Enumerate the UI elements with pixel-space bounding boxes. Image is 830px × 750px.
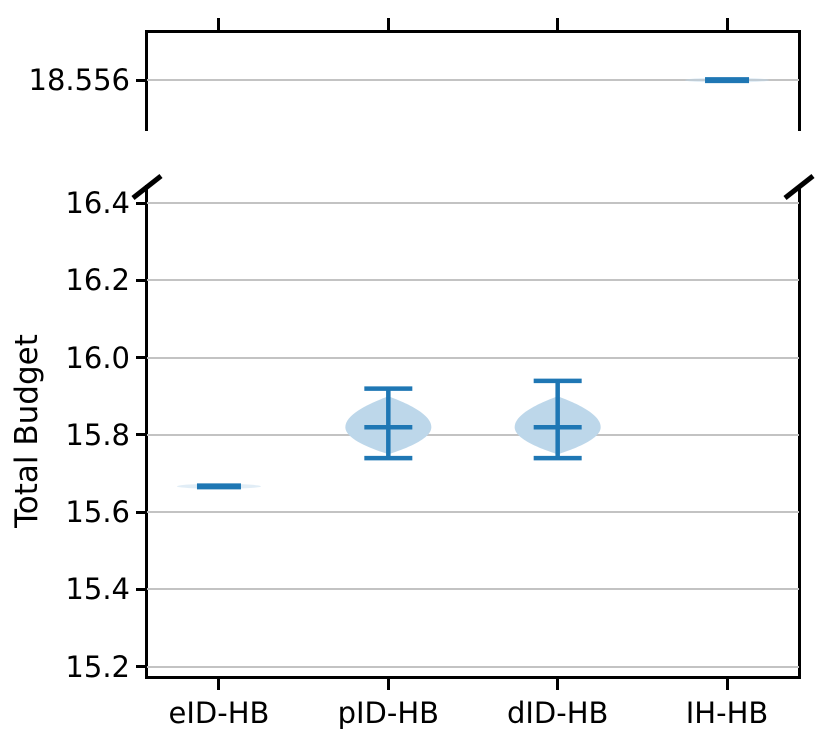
ytick-label-15.8: 15.8 (65, 417, 130, 452)
xtick-top-pID-HB (386, 18, 390, 31)
ytick-label-15.6: 15.6 (65, 495, 130, 530)
ytick-label-15.4: 15.4 (65, 572, 130, 607)
bottom-axes-panel (145, 185, 801, 679)
ytick-label-15.2: 15.2 (65, 649, 130, 684)
ytick-label-18.556: 18.556 (28, 63, 130, 98)
gridline-15.8 (147, 433, 799, 436)
ytick-15.4 (136, 587, 147, 591)
xtick-top-IH-HB (725, 18, 729, 31)
gridline-15.6 (147, 511, 799, 514)
ytick-15.2 (136, 665, 147, 669)
axis-break-mark-right (783, 174, 815, 200)
ytick-label-16.0: 16.0 (65, 340, 130, 375)
gridline-15.2 (147, 665, 799, 668)
gridline-16.0 (147, 356, 799, 359)
ytick-16.4 (136, 201, 147, 205)
ytick-16.2 (136, 278, 147, 282)
gridline-15.4 (147, 588, 799, 591)
xtick-eID-HB (217, 678, 221, 690)
xtick-dID-HB (556, 678, 560, 690)
xtick-label-IH-HB: IH-HB (685, 696, 769, 730)
gridline-16.4 (147, 202, 799, 205)
ytick-15.8 (136, 433, 147, 437)
xtick-top-dID-HB (556, 18, 560, 31)
xtick-top-eID-HB (217, 18, 221, 31)
xtick-label-pID-HB: pID-HB (337, 696, 440, 730)
ytick-label-16.4: 16.4 (65, 186, 130, 221)
gridline-18.556 (147, 79, 799, 82)
ytick-18.556 (136, 78, 147, 82)
xtick-IH-HB (725, 678, 729, 690)
ytick-label-16.2: 16.2 (65, 263, 130, 298)
axis-break-mark-left (131, 174, 163, 200)
xtick-label-eID-HB: eID-HB (168, 696, 270, 730)
xtick-pID-HB (386, 678, 390, 690)
xtick-label-dID-HB: dID-HB (506, 696, 609, 730)
ytick-15.6 (136, 510, 147, 514)
ytick-16.0 (136, 356, 147, 360)
gridline-16.2 (147, 279, 799, 282)
